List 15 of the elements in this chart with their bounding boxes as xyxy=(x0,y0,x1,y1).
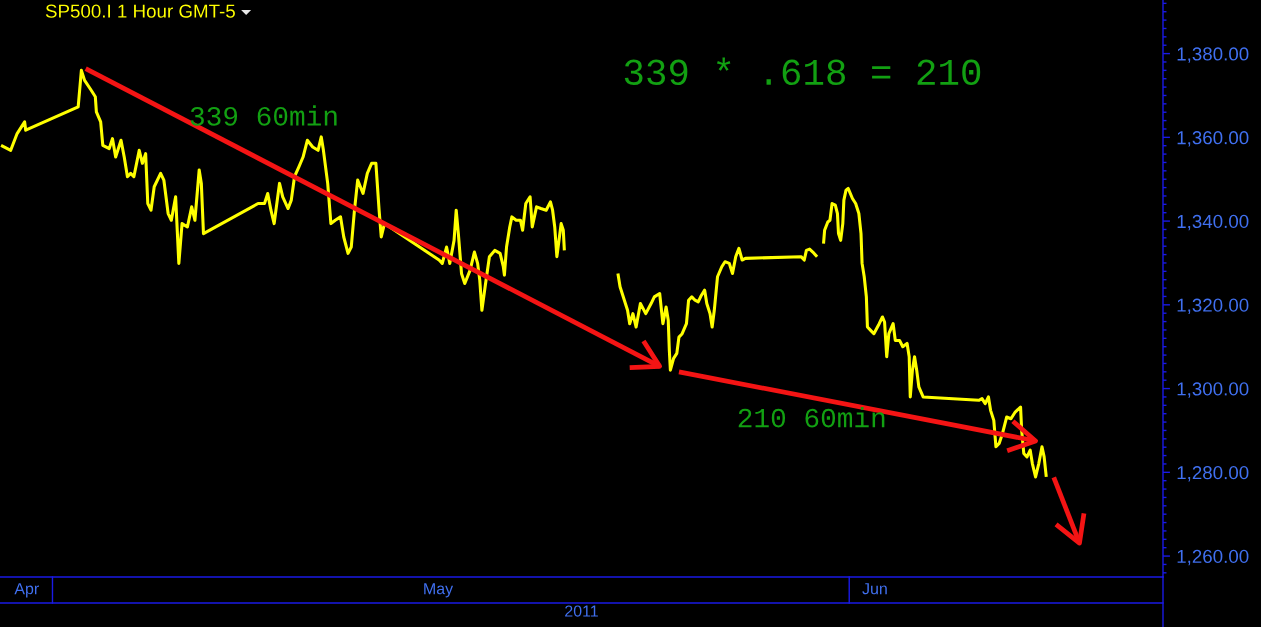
y-tick-label: 1,360.00 xyxy=(1177,131,1249,147)
y-tick-label: 1,300.00 xyxy=(1177,382,1249,398)
y-tick-label: 1,380.00 xyxy=(1177,47,1249,63)
chart-title: SP500.I 1 Hour GMT-5 xyxy=(45,4,235,18)
x-tick-label: Apr xyxy=(14,583,39,598)
y-tick-label: 1,280.00 xyxy=(1177,466,1249,482)
y-tick-label: 1,340.00 xyxy=(1177,214,1249,231)
annotation: 339 60min xyxy=(190,105,337,126)
annotation: 339 * .618 = 210 xyxy=(624,57,981,86)
y-tick-label: 1,320.00 xyxy=(1177,298,1249,315)
x-tick-label: Jun xyxy=(862,583,887,595)
y-tick-label: 1,260.00 xyxy=(1177,549,1249,566)
x-tick-label: May xyxy=(424,583,454,598)
x-axis-title: 2011 xyxy=(565,605,598,617)
annotation: 210 60min xyxy=(738,407,885,428)
